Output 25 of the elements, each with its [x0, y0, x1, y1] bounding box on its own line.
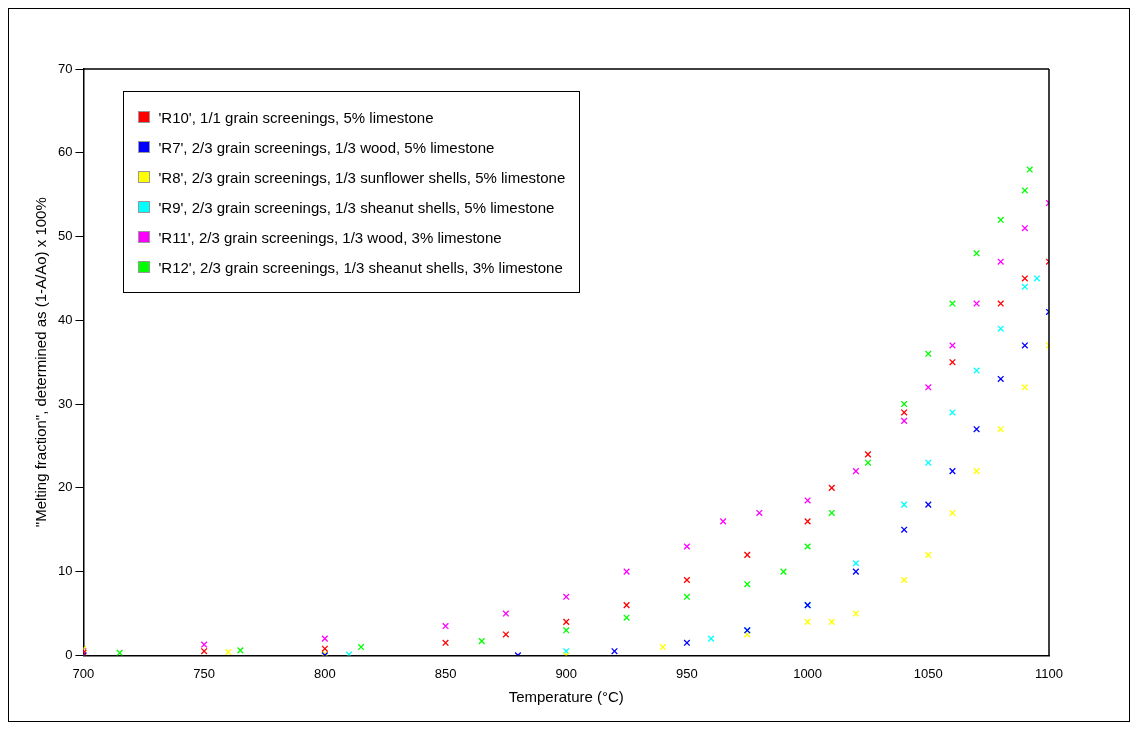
legend-label: 'R8', 2/3 grain screenings, 1/3 sunflower shells, 5% limestone — [158, 168, 566, 186]
legend-label: 'R7', 2/3 grain screenings, 1/3 wood, 5% limestone — [158, 138, 495, 156]
y-tick-label: 50 — [57, 228, 73, 244]
legend-label: 'R10', 1/1 grain screenings, 5% limestone — [158, 108, 434, 126]
y-tick-label: 0 — [65, 646, 73, 662]
x-tick-label: 800 — [313, 665, 336, 681]
x-axis-title: Temperature (°C) — [508, 688, 624, 706]
x-tick-label: 850 — [434, 665, 457, 681]
y-tick-label: 60 — [57, 144, 73, 160]
x-tick-label: 1000 — [793, 665, 823, 681]
x-tick-label: 950 — [676, 665, 698, 681]
x-tick-label: 750 — [193, 665, 215, 681]
x-tick-label: 1100 — [1035, 665, 1063, 681]
legend-label: 'R12', 2/3 grain screenings, 1/3 sheanut shells, 3% limestone — [158, 258, 563, 276]
y-axis-title: "Melting fraction", determined as (1-A/Ao) x 100% — [32, 197, 50, 528]
y-tick-label: 30 — [57, 395, 73, 411]
x-tick-label: 900 — [555, 665, 578, 681]
y-tick-label: 10 — [57, 563, 73, 579]
x-tick-label: 1050 — [913, 665, 943, 681]
legend-label: 'R11', 2/3 grain screenings, 1/3 wood, 3% limestone — [158, 228, 502, 246]
legend-label: 'R9', 2/3 grain screenings, 1/3 sheanut shells, 5% limestone — [158, 198, 555, 216]
y-tick-label: 40 — [57, 311, 73, 327]
x-tick-label: 700 — [72, 665, 95, 681]
y-tick-label: 70 — [57, 60, 73, 76]
y-tick-label: 20 — [57, 479, 73, 495]
